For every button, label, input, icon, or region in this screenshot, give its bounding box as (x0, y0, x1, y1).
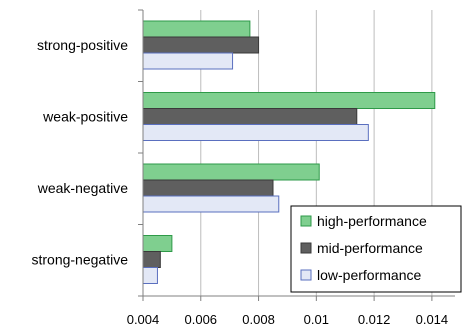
x-tick-label: 0.01 (304, 312, 329, 327)
bar-low-performance-strong-negative (142, 267, 158, 284)
legend-swatch (300, 242, 312, 254)
category-label: weak-negative (37, 180, 128, 196)
legend: high-performance mid-performance low-perfo… (290, 205, 462, 293)
bar-low-performance-strong-positive (142, 52, 234, 70)
x-tick-label: 0.006 (185, 312, 218, 327)
legend-box (290, 205, 462, 293)
category-label: weak-positive (42, 109, 128, 125)
bar-low-performance-weak-negative (142, 195, 280, 213)
axes (138, 9, 455, 301)
legend-label: high-performance (317, 213, 427, 229)
x-tick-label: 0.014 (416, 312, 449, 327)
bar-mid-performance-strong-positive (142, 36, 260, 54)
bars (142, 20, 436, 284)
x-tick-label: 0.012 (358, 312, 391, 327)
x-tick-label: 0.008 (242, 312, 275, 327)
bar-low-performance-weak-positive (142, 124, 369, 141)
bar-high-performance-weak-negative (142, 163, 320, 181)
bar-mid-performance-strong-negative (142, 251, 161, 268)
bar-high-performance-weak-positive (142, 92, 436, 109)
bar-mid-performance-weak-negative (142, 179, 274, 197)
legend-swatch (300, 269, 312, 281)
category-label: strong-positive (37, 37, 128, 53)
legend-label: low-performance (317, 267, 421, 283)
bar-mid-performance-weak-positive (142, 108, 358, 125)
x-tick-label: 0.004 (127, 312, 160, 327)
bar-high-performance-strong-positive (142, 20, 251, 38)
bar-high-performance-strong-negative (142, 235, 173, 252)
legend-label: mid-performance (317, 240, 423, 256)
category-label: strong-negative (31, 252, 128, 268)
axis-labels: strong-positive weak-positive weak-negativ… (31, 37, 448, 327)
legend-swatch (300, 215, 312, 227)
